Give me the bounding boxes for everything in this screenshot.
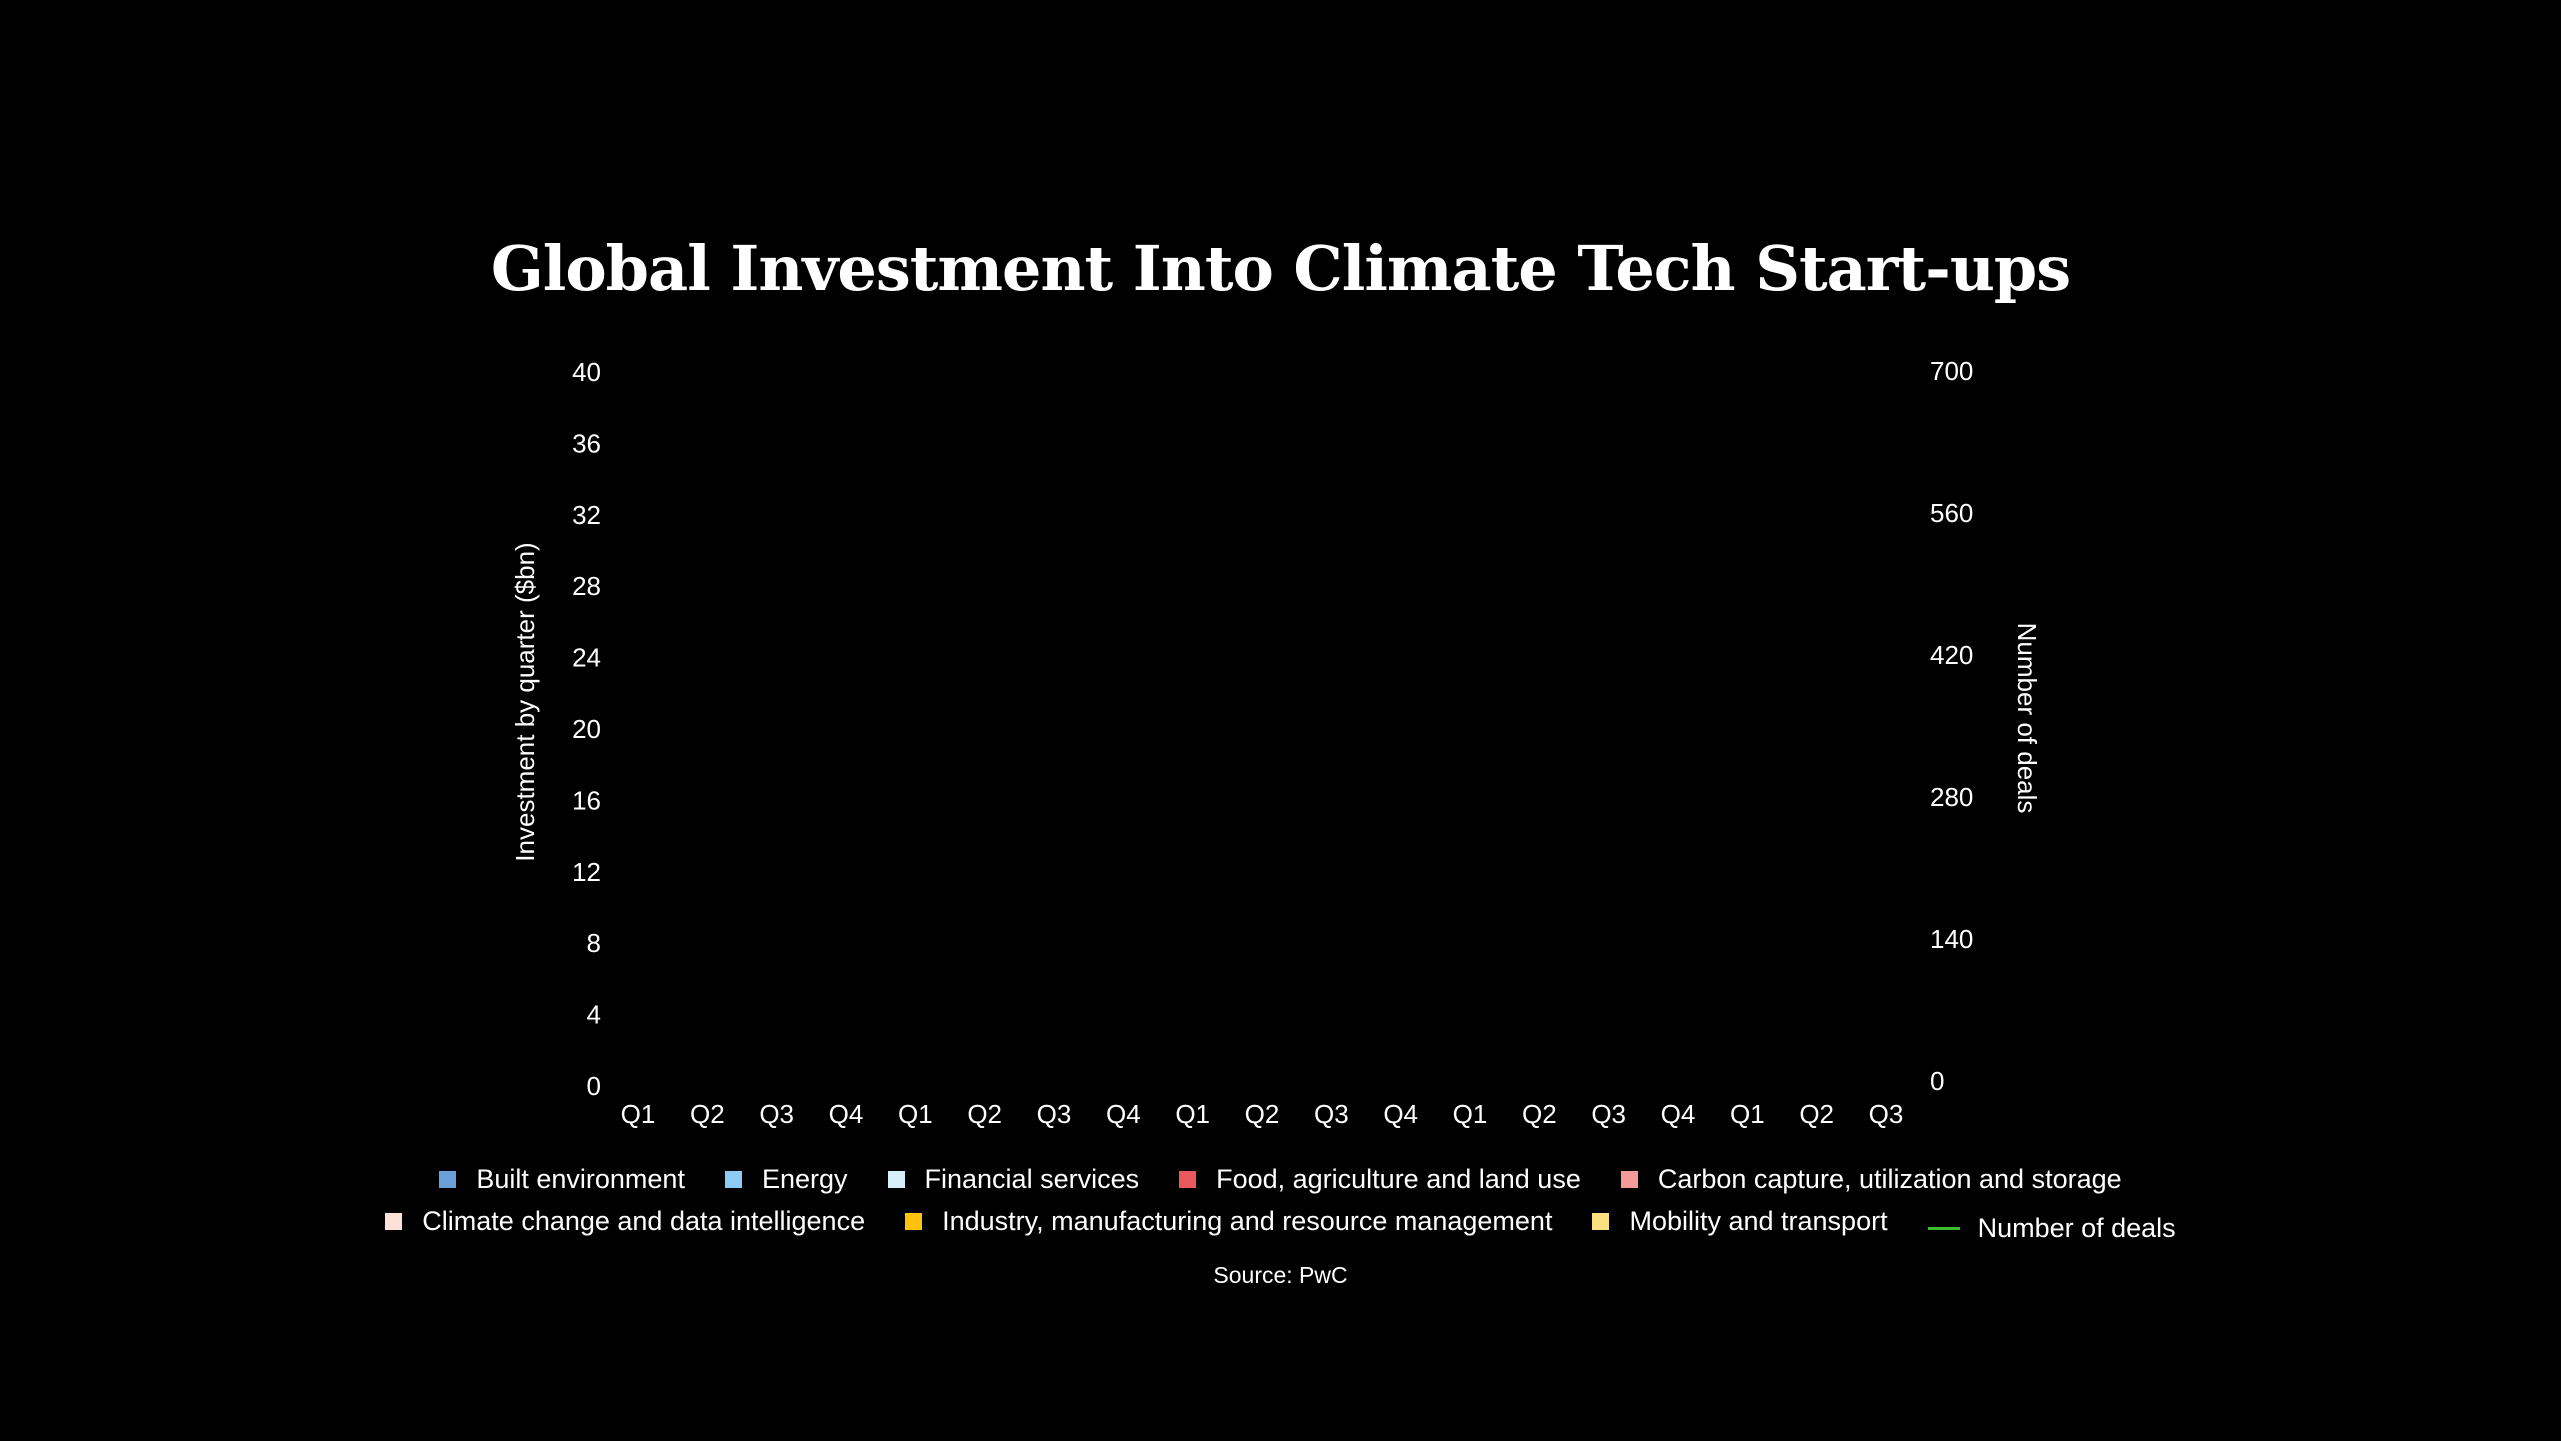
legend-label: Mobility and transport <box>1629 1206 1888 1236</box>
y-tick-label: 20 <box>572 714 601 744</box>
legend-item[interactable]: Mobility and transport <box>1592 1206 1888 1237</box>
legend-label: Food, agriculture and land use <box>1216 1164 1581 1194</box>
legend-label: Climate change and data intelligence <box>422 1206 866 1236</box>
legend-swatch <box>385 1213 403 1230</box>
y-tick-label: 40 <box>572 357 601 387</box>
x-tick-label: Q2 <box>1799 1099 1834 1129</box>
y2-tick-label: 0 <box>1930 1066 1944 1096</box>
x-tick-label: Q2 <box>1522 1099 1557 1129</box>
legend-swatch <box>439 1171 457 1188</box>
legend-item[interactable]: Climate change and data intelligence <box>385 1206 865 1237</box>
legend-item[interactable]: Energy <box>724 1164 848 1195</box>
legend-item[interactable]: Industry, manufacturing and resource man… <box>905 1206 1552 1237</box>
legend-item[interactable]: Financial services <box>887 1164 1140 1195</box>
legend-label: Built environment <box>476 1164 685 1194</box>
x-tick-label: Q3 <box>759 1099 794 1129</box>
y-tick-label: 4 <box>587 1000 601 1030</box>
y-tick-label: 12 <box>572 857 601 887</box>
x-tick-label: Q4 <box>1383 1099 1418 1129</box>
x-tick-label: Q3 <box>1037 1099 1072 1129</box>
y-tick-label: 28 <box>572 571 601 601</box>
y-axis-label: Investment by quarter ($bn) <box>510 542 540 861</box>
y2-tick-label: 420 <box>1930 640 1973 670</box>
legend-row-2: Climate change and data intelligence Indu… <box>0 1206 2561 1244</box>
source-note: Source: PwC <box>1213 1262 1348 1288</box>
x-tick-label: Q3 <box>1591 1099 1626 1129</box>
legend-item[interactable]: Built environment <box>439 1164 685 1195</box>
y2-tick-label: 700 <box>1930 356 1973 386</box>
legend-label: Energy <box>761 1164 848 1194</box>
y2-tick-label: 280 <box>1930 782 1973 812</box>
legend-swatch <box>887 1171 905 1188</box>
y-tick-label: 32 <box>572 500 601 530</box>
y2-tick-label: 560 <box>1930 498 1973 528</box>
y-tick-label: 16 <box>572 785 601 815</box>
legend-label: Financial services <box>924 1164 1140 1194</box>
x-tick-label: Q1 <box>1175 1099 1210 1129</box>
y2-tick-label: 140 <box>1930 924 1973 954</box>
x-tick-label: Q4 <box>829 1099 864 1129</box>
x-tick-label: Q2 <box>967 1099 1002 1129</box>
x-tick-label: Q2 <box>690 1099 725 1129</box>
x-tick-label: Q4 <box>1106 1099 1141 1129</box>
x-tick-label: Q1 <box>898 1099 933 1129</box>
legend-item[interactable]: Carbon capture, utilization and storage <box>1620 1164 2122 1195</box>
legend-swatch <box>1927 1227 1960 1230</box>
legend-item[interactable]: Number of deals <box>1927 1213 2176 1244</box>
legend-swatch <box>905 1213 923 1230</box>
legend-label: Carbon capture, utilization and storage <box>1657 1164 2122 1194</box>
y-tick-label: 0 <box>587 1071 601 1101</box>
chart-title: Global Investment Into Climate Tech Star… <box>490 232 2071 305</box>
legend-label: Number of deals <box>1977 1213 2176 1243</box>
legend-label: Industry, manufacturing and resource man… <box>942 1206 1553 1236</box>
legend-swatch <box>1179 1171 1197 1188</box>
x-tick-label: Q3 <box>1314 1099 1349 1129</box>
x-tick-label: Q1 <box>1730 1099 1765 1129</box>
x-tick-label: Q1 <box>1453 1099 1488 1129</box>
legend-swatch <box>1620 1171 1638 1188</box>
legend-swatch <box>1592 1213 1610 1230</box>
legend-item[interactable]: Food, agriculture and land use <box>1179 1164 1581 1195</box>
x-tick-label: Q4 <box>1661 1099 1696 1129</box>
y-tick-label: 36 <box>572 428 601 458</box>
y-tick-label: 8 <box>587 928 601 958</box>
legend-row-1: Built environment Energy Financial service… <box>0 1164 2561 1195</box>
legend-swatch <box>724 1171 742 1188</box>
y-tick-label: 24 <box>572 643 601 673</box>
y2-axis-label: Number of deals <box>2012 623 2042 814</box>
x-tick-label: Q3 <box>1869 1099 1904 1129</box>
x-tick-label: Q1 <box>621 1099 656 1129</box>
x-tick-label: Q2 <box>1245 1099 1280 1129</box>
